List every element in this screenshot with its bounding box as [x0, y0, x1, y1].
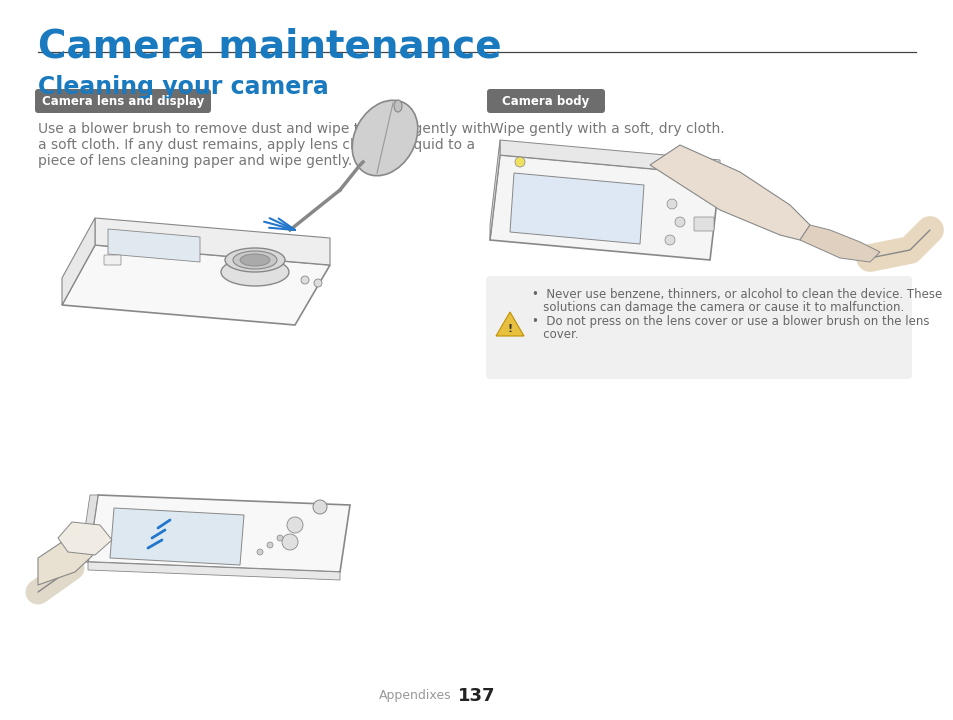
Circle shape	[256, 549, 263, 555]
Text: a soft cloth. If any dust remains, apply lens cleaning liquid to a: a soft cloth. If any dust remains, apply…	[38, 138, 475, 152]
Circle shape	[515, 157, 524, 167]
Polygon shape	[38, 530, 105, 585]
Circle shape	[276, 535, 283, 541]
Text: Cleaning your camera: Cleaning your camera	[38, 75, 329, 99]
Polygon shape	[108, 229, 200, 262]
Circle shape	[301, 276, 309, 284]
Text: Appendixes: Appendixes	[379, 689, 452, 702]
Polygon shape	[88, 495, 350, 572]
FancyBboxPatch shape	[693, 217, 713, 231]
Ellipse shape	[394, 100, 401, 112]
Text: Camera maintenance: Camera maintenance	[38, 27, 501, 65]
Polygon shape	[490, 140, 499, 240]
Circle shape	[675, 217, 684, 227]
Polygon shape	[499, 140, 720, 175]
Text: •  Do not press on the lens cover or use a blower brush on the lens: • Do not press on the lens cover or use …	[532, 315, 928, 328]
Text: solutions can damage the camera or cause it to malfunction.: solutions can damage the camera or cause…	[532, 301, 903, 314]
Circle shape	[313, 500, 327, 514]
Polygon shape	[510, 173, 643, 244]
Text: Wipe gently with a soft, dry cloth.: Wipe gently with a soft, dry cloth.	[490, 122, 724, 136]
Ellipse shape	[233, 251, 276, 269]
Circle shape	[282, 534, 297, 550]
Text: 137: 137	[457, 687, 495, 705]
Circle shape	[314, 279, 322, 287]
Polygon shape	[110, 508, 244, 565]
Polygon shape	[88, 562, 339, 580]
Ellipse shape	[221, 258, 289, 286]
FancyBboxPatch shape	[485, 276, 911, 379]
Text: !: !	[507, 324, 512, 334]
Polygon shape	[80, 495, 98, 562]
Ellipse shape	[240, 254, 270, 266]
Polygon shape	[800, 225, 879, 262]
Circle shape	[664, 235, 675, 245]
Text: cover.: cover.	[532, 328, 578, 341]
Text: Camera body: Camera body	[502, 94, 589, 107]
FancyBboxPatch shape	[104, 255, 121, 265]
Text: Camera lens and display: Camera lens and display	[42, 94, 204, 107]
Text: Use a blower brush to remove dust and wipe the lens gently with: Use a blower brush to remove dust and wi…	[38, 122, 491, 136]
Circle shape	[666, 199, 677, 209]
FancyBboxPatch shape	[486, 89, 604, 113]
Polygon shape	[649, 145, 809, 240]
FancyBboxPatch shape	[35, 89, 211, 113]
Circle shape	[267, 542, 273, 548]
Polygon shape	[496, 312, 523, 336]
Circle shape	[287, 517, 303, 533]
Text: piece of lens cleaning paper and wipe gently.: piece of lens cleaning paper and wipe ge…	[38, 154, 352, 168]
Polygon shape	[62, 218, 95, 305]
Ellipse shape	[225, 248, 285, 272]
Text: •  Never use benzene, thinners, or alcohol to clean the device. These: • Never use benzene, thinners, or alcoho…	[532, 288, 942, 301]
Polygon shape	[95, 218, 330, 265]
Ellipse shape	[352, 100, 417, 176]
Polygon shape	[62, 245, 330, 325]
Polygon shape	[58, 522, 112, 555]
Polygon shape	[490, 155, 720, 260]
